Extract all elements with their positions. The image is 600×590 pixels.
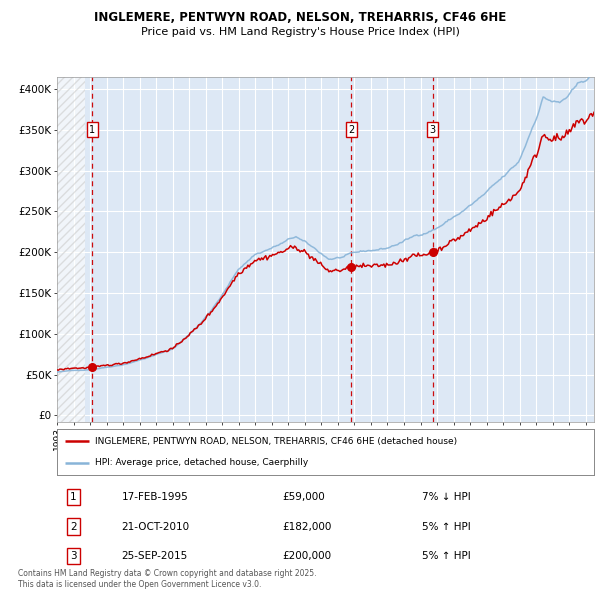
Text: £200,000: £200,000 bbox=[283, 551, 332, 561]
Text: 1: 1 bbox=[70, 492, 76, 502]
Text: 5% ↑ HPI: 5% ↑ HPI bbox=[422, 551, 471, 561]
Text: 2: 2 bbox=[70, 522, 76, 532]
Text: 21-OCT-2010: 21-OCT-2010 bbox=[121, 522, 190, 532]
Text: 17-FEB-1995: 17-FEB-1995 bbox=[121, 492, 188, 502]
Text: 5% ↑ HPI: 5% ↑ HPI bbox=[422, 522, 471, 532]
Text: INGLEMERE, PENTWYN ROAD, NELSON, TREHARRIS, CF46 6HE (detached house): INGLEMERE, PENTWYN ROAD, NELSON, TREHARR… bbox=[95, 437, 457, 446]
Text: 7% ↓ HPI: 7% ↓ HPI bbox=[422, 492, 471, 502]
Bar bbox=[57, 77, 85, 422]
Text: £59,000: £59,000 bbox=[283, 492, 325, 502]
Text: 3: 3 bbox=[430, 124, 436, 135]
Text: Contains HM Land Registry data © Crown copyright and database right 2025.
This d: Contains HM Land Registry data © Crown c… bbox=[18, 569, 317, 589]
Text: 25-SEP-2015: 25-SEP-2015 bbox=[121, 551, 188, 561]
Text: £182,000: £182,000 bbox=[283, 522, 332, 532]
Text: INGLEMERE, PENTWYN ROAD, NELSON, TREHARRIS, CF46 6HE: INGLEMERE, PENTWYN ROAD, NELSON, TREHARR… bbox=[94, 11, 506, 24]
Text: 1: 1 bbox=[89, 124, 95, 135]
Text: Price paid vs. HM Land Registry's House Price Index (HPI): Price paid vs. HM Land Registry's House … bbox=[140, 27, 460, 37]
Text: HPI: Average price, detached house, Caerphilly: HPI: Average price, detached house, Caer… bbox=[95, 458, 308, 467]
Text: 3: 3 bbox=[70, 551, 76, 561]
Text: 2: 2 bbox=[348, 124, 354, 135]
